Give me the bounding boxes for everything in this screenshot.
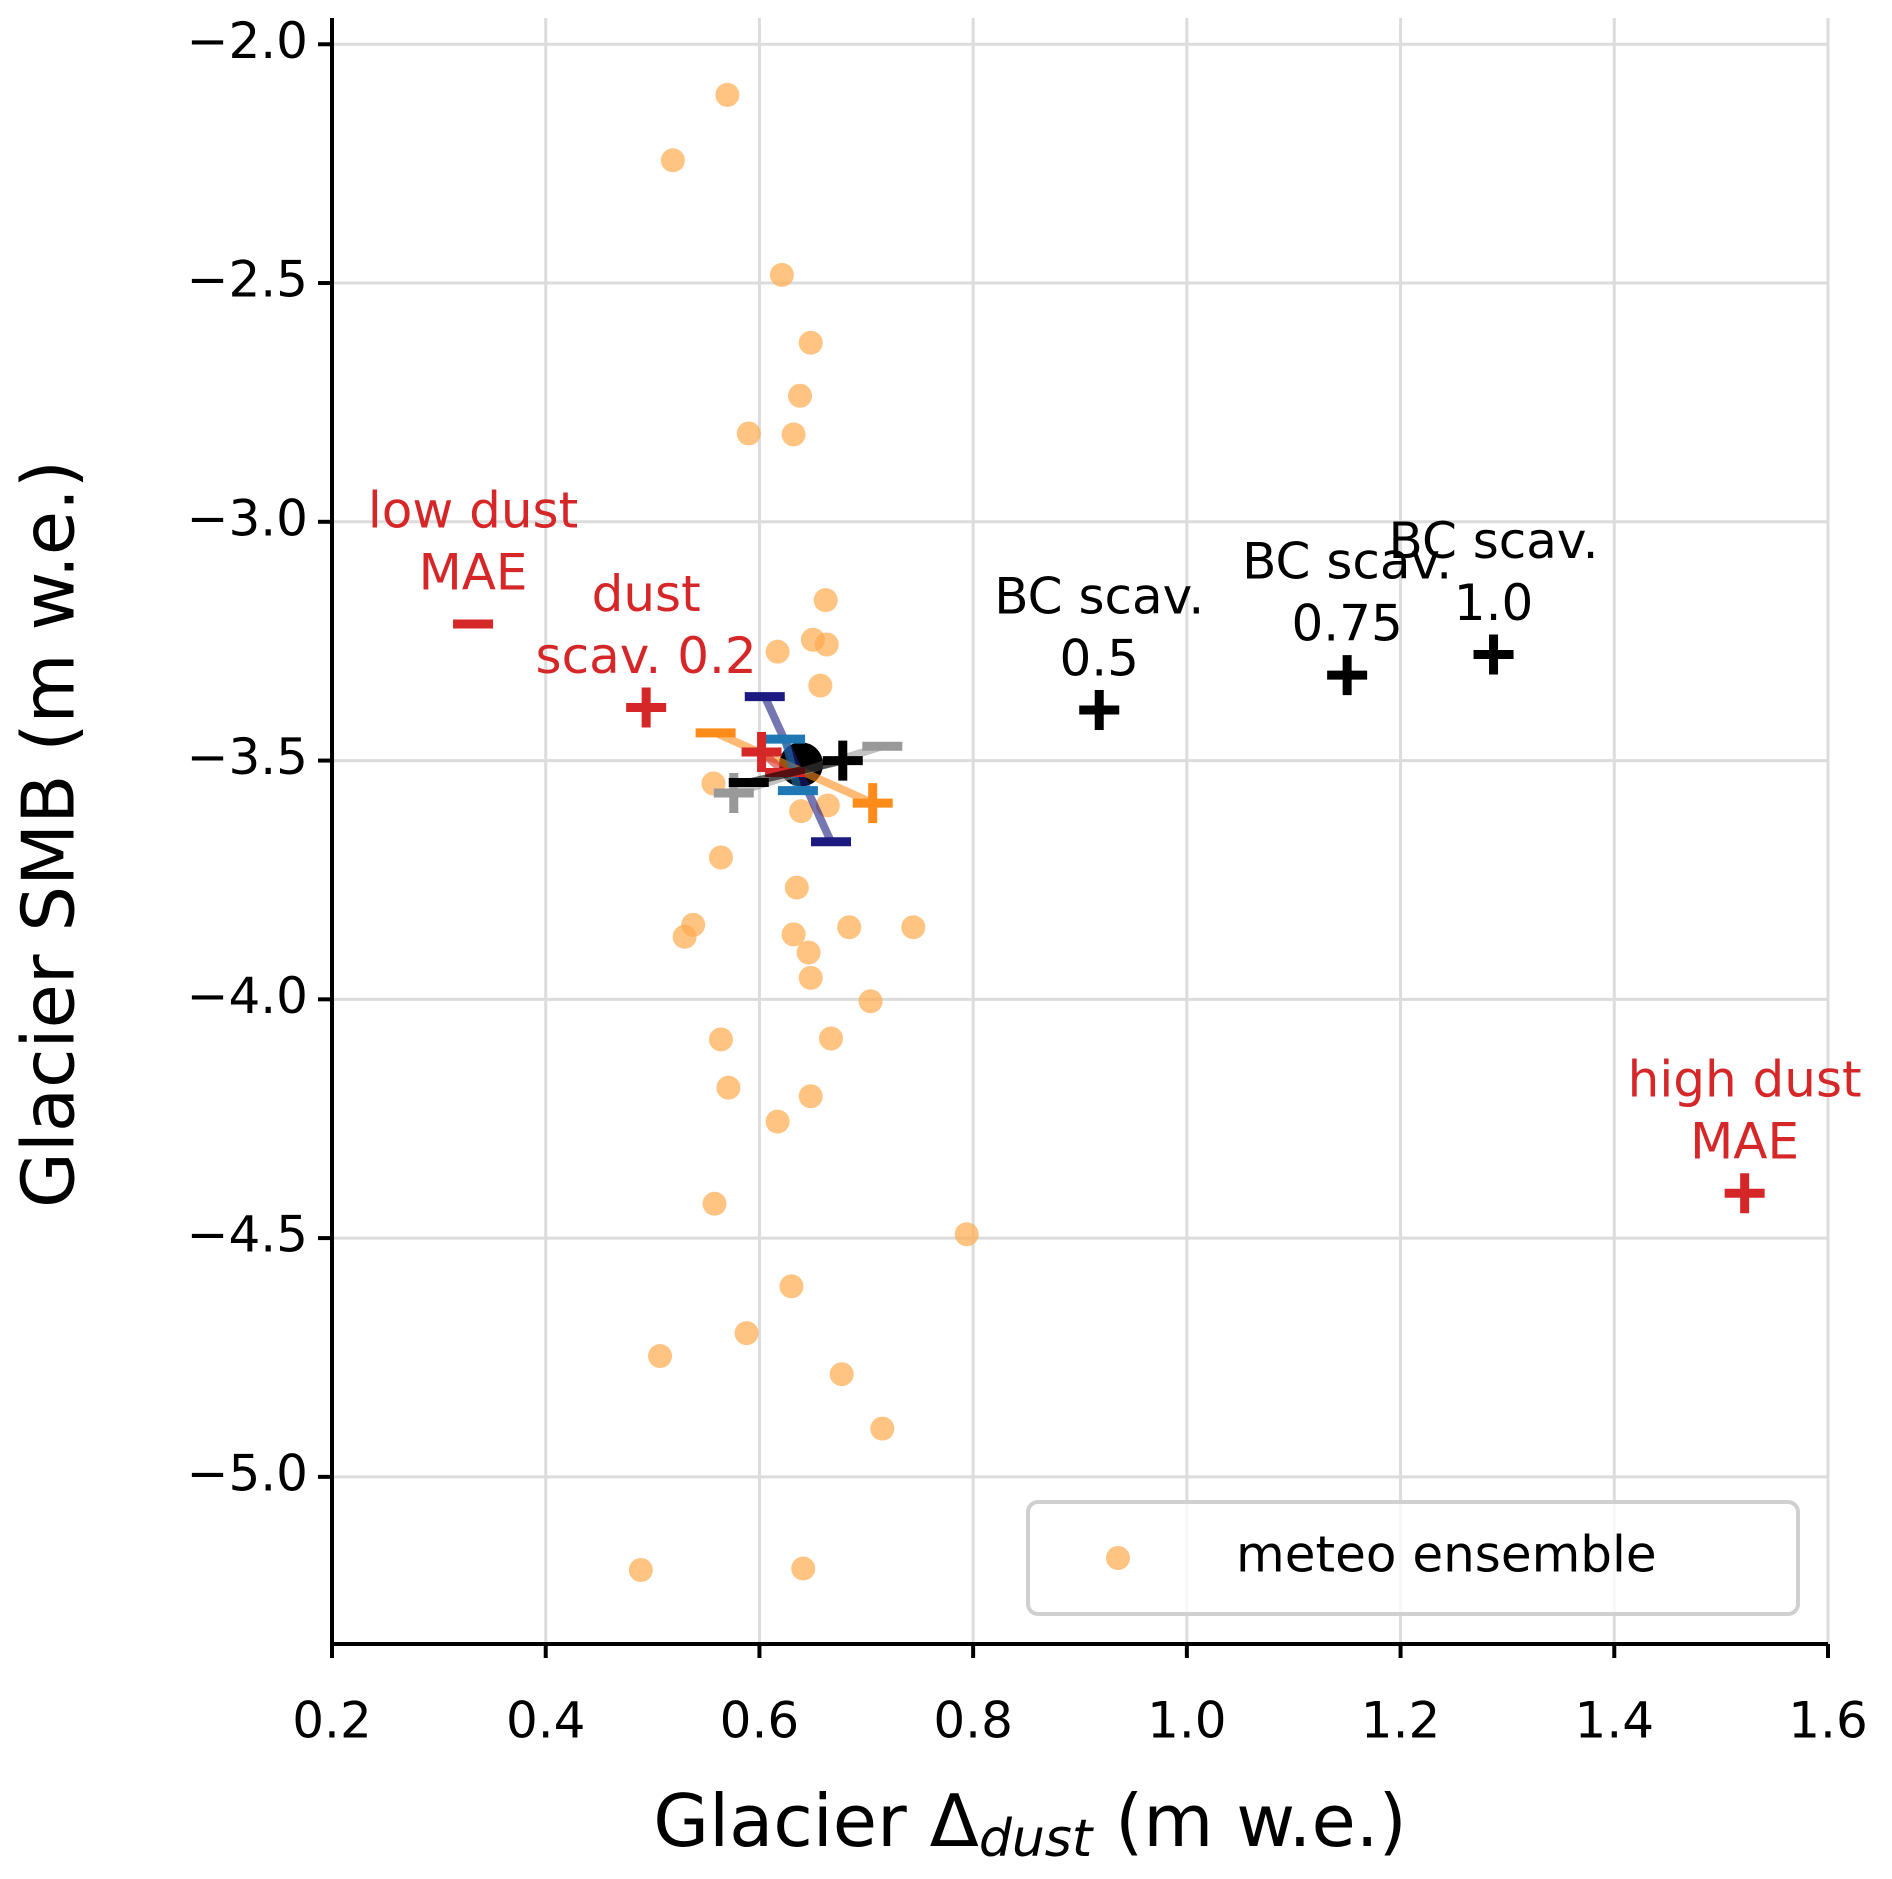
scatter-point: [858, 989, 883, 1014]
annotation: high dust: [1628, 1051, 1862, 1109]
annotation: 1.0: [1454, 574, 1534, 632]
scatter-point: [736, 421, 761, 446]
scatter-point: [660, 148, 685, 173]
experiment-marker: [1327, 655, 1368, 696]
y-tick-label: −2.5: [187, 251, 308, 309]
sensitivity-line: [781, 738, 802, 792]
experiment-marker: [1079, 689, 1120, 730]
scatter-point: [708, 845, 733, 870]
scatter-point: [796, 940, 821, 965]
annotation: 0.75: [1291, 595, 1402, 653]
experiment-marker: [1724, 1173, 1765, 1214]
y-tick-label: −2.0: [187, 12, 308, 70]
x-tick-label: 0.6: [720, 1692, 800, 1750]
scatter-point: [781, 922, 806, 947]
y-tick-label: −4.5: [187, 1206, 308, 1264]
scatter-point: [791, 1556, 816, 1581]
annotation: MAE: [1690, 1113, 1799, 1171]
scatter-point: [734, 1321, 759, 1346]
x-tick-label: 0.4: [506, 1692, 586, 1750]
scatter-point: [716, 1075, 741, 1100]
y-tick-label: −5.0: [187, 1444, 308, 1502]
legend-box: [1026, 1500, 1800, 1616]
x-label-main: Glacier Δ: [653, 1779, 979, 1863]
scatter-point: [813, 588, 838, 613]
grid: [330, 18, 1830, 1644]
scatter-point: [788, 383, 813, 408]
x-tick-label: 0.2: [292, 1692, 372, 1750]
scatter-point: [784, 875, 809, 900]
annotation: 0.5: [1059, 629, 1139, 687]
legend-label: meteo ensemble: [1236, 1526, 1657, 1584]
scatter-point: [789, 799, 814, 824]
scatter-point: [769, 262, 794, 287]
experiment-marker: [1473, 634, 1514, 675]
sensitivity-marker: [741, 731, 782, 772]
annotation: scav. 0.2: [536, 627, 757, 685]
x-tick-label: 1.2: [1361, 1692, 1441, 1750]
scatter-point: [648, 1344, 673, 1369]
annotation: dust: [592, 565, 701, 623]
x-tick-label: 0.8: [933, 1692, 1013, 1750]
scatter-point: [815, 793, 840, 818]
scatter-point: [628, 1557, 653, 1582]
scatter-point: [901, 915, 926, 940]
x-tick-label: 1.4: [1575, 1692, 1655, 1750]
scatter-point: [798, 330, 823, 355]
scatter-point: [765, 1109, 790, 1134]
scatter-point: [765, 639, 790, 664]
scatter-point: [814, 632, 839, 657]
scatter-point: [829, 1362, 854, 1387]
scatter-point: [708, 1027, 733, 1052]
sensitivity-marker: [822, 740, 863, 781]
annotation: low dust: [368, 481, 578, 539]
scatter-point: [779, 1274, 804, 1299]
x-tick-label: 1.0: [1147, 1692, 1227, 1750]
annotation: BC scav.: [1242, 533, 1452, 591]
y-axis-label: Glacier SMB (m w.e.): [7, 460, 91, 1208]
scatter-point: [798, 1084, 823, 1109]
sensitivity-marker: [852, 783, 893, 824]
legend-marker: [1106, 1546, 1130, 1570]
y-tick-label: −4.0: [187, 967, 308, 1025]
scatter-point: [702, 1191, 727, 1216]
annotation: BC scav.: [994, 567, 1204, 625]
scatter-point: [837, 915, 862, 940]
scatter-point: [819, 1026, 844, 1051]
y-tick-label: −3.5: [187, 728, 308, 786]
scatter-point: [715, 82, 740, 107]
scatter-point: [870, 1416, 895, 1441]
x-axis-label: Glacier Δdust (m w.e.): [653, 1779, 1406, 1869]
y-tick-label: −3.0: [187, 489, 308, 547]
x-label-sub: dust: [979, 1809, 1094, 1869]
scatter-point: [808, 673, 833, 698]
annotation: BC scav.: [1389, 512, 1599, 570]
scatter-point: [672, 924, 697, 949]
x-tick-label: 1.6: [1788, 1692, 1868, 1750]
scatter-point: [954, 1222, 979, 1247]
x-label-unit: (m w.e.): [1092, 1779, 1406, 1863]
experiment-marker: [626, 687, 667, 728]
scatter-point: [798, 965, 823, 990]
annotation: MAE: [419, 543, 528, 601]
scatter-point: [781, 422, 806, 447]
